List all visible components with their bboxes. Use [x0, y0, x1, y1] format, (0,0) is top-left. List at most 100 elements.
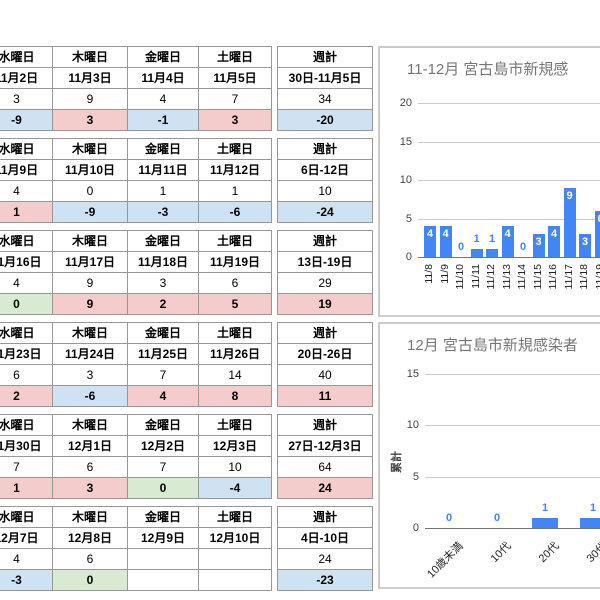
date-cell[interactable]: 11月26日 [198, 343, 272, 365]
diff-cell[interactable]: 0 [52, 569, 128, 591]
day-header-cell[interactable]: 土曜日 [198, 138, 272, 160]
date-cell[interactable]: 11月9日 [0, 159, 53, 181]
count-cell[interactable]: 4 [0, 180, 53, 202]
date-cell[interactable]: 11月24日 [52, 343, 128, 365]
weekly-total-cell[interactable]: 29 [277, 272, 373, 294]
diff-cell[interactable]: 4 [127, 385, 199, 407]
count-cell[interactable]: 9 [52, 88, 128, 110]
diff-cell[interactable]: 0 [0, 293, 53, 315]
diff-cell[interactable]: 2 [0, 385, 53, 407]
age-distribution-chart[interactable]: 12月 宮古島市新規感染者 累計 0 5 10 15 0 10歳未満 0 10代 1 20代 1 30… [378, 322, 600, 589]
diff-cell[interactable]: 3 [52, 109, 128, 131]
diff-cell[interactable]: 5 [198, 293, 272, 315]
count-cell[interactable]: 6 [198, 272, 272, 294]
day-header-cell[interactable]: 金曜日 [127, 322, 199, 344]
weekly-total-cell[interactable]: 10 [277, 180, 373, 202]
day-header-cell[interactable]: 木曜日 [52, 46, 128, 68]
diff-cell[interactable]: -3 [127, 201, 199, 223]
date-cell[interactable]: 12月10日 [198, 527, 272, 549]
weekly-total-cell[interactable]: 34 [277, 88, 373, 110]
diff-cell[interactable]: 0 [127, 477, 199, 499]
day-header-cell[interactable]: 土曜日 [198, 506, 272, 528]
weekly-header-cell[interactable]: 週計 [277, 414, 373, 436]
day-header-cell[interactable]: 水曜日 [0, 506, 53, 528]
count-cell[interactable] [127, 548, 199, 570]
day-header-cell[interactable]: 土曜日 [198, 414, 272, 436]
weekly-range-cell[interactable]: 6日-12日 [277, 159, 373, 181]
count-cell[interactable]: 1 [127, 180, 199, 202]
day-header-cell[interactable]: 木曜日 [52, 322, 128, 344]
weekly-header-cell[interactable]: 週計 [277, 322, 373, 344]
diff-cell[interactable]: -1 [127, 109, 199, 131]
count-cell[interactable]: 3 [0, 88, 53, 110]
day-header-cell[interactable]: 金曜日 [127, 506, 199, 528]
diff-cell[interactable] [198, 569, 272, 591]
count-cell[interactable]: 7 [127, 456, 199, 478]
count-cell[interactable]: 6 [52, 456, 128, 478]
count-cell[interactable]: 14 [198, 364, 272, 386]
weekly-range-cell[interactable]: 20日-26日 [277, 343, 373, 365]
diff-cell[interactable]: 3 [52, 477, 128, 499]
diff-cell[interactable]: -4 [198, 477, 272, 499]
date-cell[interactable]: 11月18日 [127, 251, 199, 273]
day-header-cell[interactable]: 木曜日 [52, 506, 128, 528]
diff-cell[interactable]: -6 [52, 385, 128, 407]
day-header-cell[interactable]: 木曜日 [52, 414, 128, 436]
date-cell[interactable]: 12月3日 [198, 435, 272, 457]
count-cell[interactable]: 4 [0, 272, 53, 294]
day-header-cell[interactable]: 水曜日 [0, 230, 53, 252]
day-header-cell[interactable]: 水曜日 [0, 322, 53, 344]
count-cell[interactable]: 7 [0, 456, 53, 478]
count-cell[interactable]: 6 [0, 364, 53, 386]
weekly-diff-cell[interactable]: -20 [277, 109, 373, 131]
daily-cases-chart[interactable]: 11-12月 宮古島市新規感 0 5 10 15 20 4 11/8 4 11/9 0 11/10 1… [378, 46, 600, 317]
weekly-diff-cell[interactable]: -24 [277, 201, 373, 223]
date-cell[interactable]: 11月2日 [0, 67, 53, 89]
date-cell[interactable]: 12月9日 [127, 527, 199, 549]
diff-cell[interactable]: 8 [198, 385, 272, 407]
day-header-cell[interactable]: 水曜日 [0, 138, 53, 160]
diff-cell[interactable]: -3 [0, 569, 53, 591]
day-header-cell[interactable]: 金曜日 [127, 138, 199, 160]
day-header-cell[interactable]: 土曜日 [198, 322, 272, 344]
count-cell[interactable]: 7 [127, 364, 199, 386]
day-header-cell[interactable]: 木曜日 [52, 230, 128, 252]
weekly-diff-cell[interactable]: 11 [277, 385, 373, 407]
weekly-header-cell[interactable]: 週計 [277, 230, 373, 252]
diff-cell[interactable]: 1 [0, 477, 53, 499]
date-cell[interactable]: 11月17日 [52, 251, 128, 273]
date-cell[interactable]: 12月7日 [0, 527, 53, 549]
day-header-cell[interactable]: 水曜日 [0, 46, 53, 68]
count-cell[interactable]: 3 [52, 364, 128, 386]
date-cell[interactable]: 11月23日 [0, 343, 53, 365]
day-header-cell[interactable]: 水曜日 [0, 414, 53, 436]
weekly-diff-cell[interactable]: 19 [277, 293, 373, 315]
day-header-cell[interactable]: 土曜日 [198, 46, 272, 68]
weekly-range-cell[interactable]: 27日-12月3日 [277, 435, 373, 457]
diff-cell[interactable] [127, 569, 199, 591]
date-cell[interactable]: 11月5日 [198, 67, 272, 89]
day-header-cell[interactable]: 金曜日 [127, 414, 199, 436]
day-header-cell[interactable]: 土曜日 [198, 230, 272, 252]
weekly-total-cell[interactable]: 64 [277, 456, 373, 478]
count-cell[interactable]: 7 [198, 88, 272, 110]
weekly-range-cell[interactable]: 4日-10日 [277, 527, 373, 549]
count-cell[interactable]: 4 [127, 88, 199, 110]
date-cell[interactable]: 11月4日 [127, 67, 199, 89]
count-cell[interactable]: 4 [0, 548, 53, 570]
diff-cell[interactable]: -9 [0, 109, 53, 131]
diff-cell[interactable]: 1 [0, 201, 53, 223]
weekly-header-cell[interactable]: 週計 [277, 506, 373, 528]
date-cell[interactable]: 11月12日 [198, 159, 272, 181]
day-header-cell[interactable]: 金曜日 [127, 230, 199, 252]
date-cell[interactable]: 11月11日 [127, 159, 199, 181]
date-cell[interactable]: 11月16日 [0, 251, 53, 273]
date-cell[interactable]: 12月1日 [52, 435, 128, 457]
date-cell[interactable]: 11月3日 [52, 67, 128, 89]
date-cell[interactable]: 11月30日 [0, 435, 53, 457]
diff-cell[interactable]: -9 [52, 201, 128, 223]
weekly-header-cell[interactable]: 週計 [277, 138, 373, 160]
count-cell[interactable]: 6 [52, 548, 128, 570]
count-cell[interactable]: 3 [127, 272, 199, 294]
weekly-diff-cell[interactable]: 24 [277, 477, 373, 499]
